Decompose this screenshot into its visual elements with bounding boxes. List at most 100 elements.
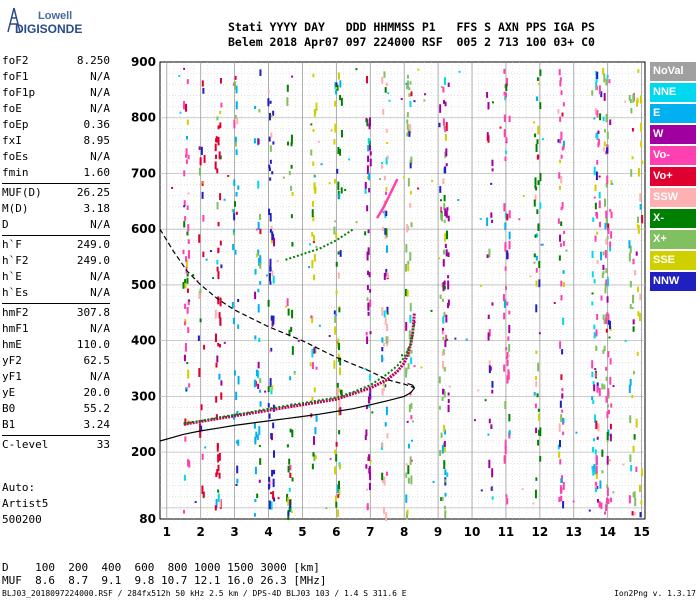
echo-dot: [595, 487, 598, 493]
echo-dot: [218, 373, 221, 380]
echo-dot: [561, 146, 564, 151]
echo-dot: [504, 266, 507, 271]
echo-dot: [539, 427, 542, 437]
echo-dot: [407, 443, 410, 449]
echo-dot: [317, 140, 320, 143]
echo-dot: [199, 430, 202, 438]
echo-dot: [504, 156, 507, 162]
echo-dot: [505, 137, 508, 143]
echo-dot: [408, 131, 411, 137]
echo-dot: [258, 444, 261, 447]
echo-dot: [486, 92, 489, 98]
echo-dot: [219, 155, 222, 160]
echo-dot: [291, 309, 294, 319]
echo-dot: [609, 119, 612, 126]
echo-dot: [594, 372, 597, 378]
x-tick-label: 11: [498, 525, 515, 539]
echo-dot: [605, 504, 608, 511]
echo-dot: [559, 159, 562, 164]
echo-dot: [259, 260, 262, 263]
echo-dot: [366, 251, 369, 261]
echo-dot: [505, 92, 508, 98]
echo-dot: [558, 423, 561, 432]
echo-dot: [630, 108, 633, 114]
echo-dot: [536, 209, 539, 215]
echo-dot: [594, 184, 597, 192]
echo-dot: [337, 388, 340, 393]
echo-dot: [596, 260, 599, 264]
echo-dot: [410, 222, 413, 228]
echo-dot: [629, 304, 632, 309]
y-tick-label: 400: [131, 334, 156, 348]
echo-dot: [561, 349, 564, 355]
echo-dot: [385, 187, 388, 191]
echo-dot: [333, 310, 336, 315]
param-name: foF2: [2, 54, 29, 67]
echo-dot: [595, 132, 598, 138]
echo-dot: [413, 100, 416, 103]
echo-dot: [214, 161, 217, 170]
echo-dot: [271, 270, 274, 276]
echo-dot: [491, 496, 494, 500]
echo-dot: [368, 145, 371, 151]
echo-dot: [329, 458, 332, 461]
echo-dot: [444, 101, 447, 107]
echo-dot: [503, 312, 506, 320]
echo-dot: [288, 458, 291, 465]
echo-dot: [409, 161, 412, 169]
echo-dot: [257, 361, 260, 369]
param-row-8: MUF(D) 26.25: [2, 186, 110, 202]
echo-dot: [216, 201, 219, 210]
echo-dot: [518, 218, 521, 221]
echo-dot: [367, 247, 370, 255]
echo-dot: [267, 403, 270, 408]
param-row-21: B0 55.2: [2, 402, 110, 418]
x-tick-label: 14: [599, 525, 616, 539]
x-tick-label: 13: [565, 525, 582, 539]
echo-dot: [220, 380, 223, 386]
param-row-19: yF1 N/A: [2, 370, 110, 386]
echo-dot: [312, 200, 315, 207]
echo-dot: [367, 304, 370, 311]
echo-dot: [490, 212, 493, 218]
echo-dot: [272, 110, 275, 116]
echo-dot: [257, 138, 260, 145]
echo-dot: [417, 68, 420, 71]
echo-dot: [215, 362, 218, 368]
echo-dot: [367, 229, 370, 234]
echo-dot: [629, 378, 632, 386]
echo-dot: [506, 213, 509, 221]
station-header: Stati YYYY DAY DDD HHMMSS P1 FFS S AXN P…: [228, 20, 595, 50]
param-name: fxI: [2, 134, 22, 147]
echo-dot: [309, 362, 312, 367]
echo-dot: [447, 404, 450, 413]
echo-dot: [605, 376, 608, 381]
echo-dot: [271, 171, 274, 175]
echo-dot: [384, 422, 387, 427]
echo-dot: [504, 401, 507, 410]
echo-dot: [201, 453, 204, 460]
autoscale-line3: 500200: [2, 513, 42, 526]
echo-dot: [632, 294, 635, 304]
echo-dot: [628, 495, 631, 504]
echo-dot: [506, 301, 509, 306]
echo-dot: [457, 198, 460, 201]
echo-dot: [232, 244, 235, 251]
echo-dot: [233, 179, 236, 186]
echo-dot: [629, 280, 632, 288]
echo-dot: [445, 163, 448, 167]
echo-dot: [201, 80, 204, 87]
echo-dot: [598, 221, 601, 228]
echo-dot: [227, 174, 230, 177]
echo-dot: [560, 495, 563, 502]
echo-dot: [335, 87, 338, 90]
param-name: yF2: [2, 354, 22, 367]
echo-dot: [258, 109, 261, 113]
echo-dot: [604, 511, 607, 515]
echo-dot: [287, 465, 290, 473]
echo-dot: [313, 387, 316, 393]
echo-dot: [521, 488, 524, 491]
echo-dot: [187, 369, 190, 379]
echo-dot: [385, 406, 388, 416]
echo-dot: [424, 93, 427, 96]
